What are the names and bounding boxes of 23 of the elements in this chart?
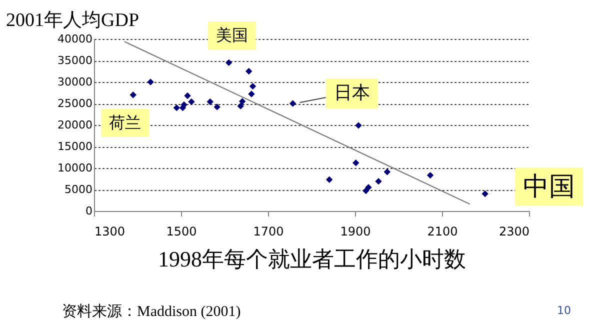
x-tick-label: 1500 [166,224,197,238]
x-tick-label: 2100 [427,224,458,238]
text: 10 [557,304,571,317]
y-tick-label: 0 [86,204,92,218]
y-tick-label: 40000 [58,32,92,46]
x-axis-title: 1998年每个就业者工作的小时数 [158,246,466,272]
text: 资料来源：Maddison (2001) [62,303,241,320]
y-tick-label: 30000 [58,76,92,88]
annotation: 中国 [523,172,576,202]
x-tick-label: 1900 [340,224,371,238]
y-tick-label: 35000 [58,54,92,67]
y-tick-label: 10000 [58,162,92,174]
x-tick-label: 1300 [94,224,126,238]
annotation: 美国 [216,26,248,45]
annotation: 日本 [334,82,370,104]
y-tick-label: 25000 [58,97,92,110]
x-tick-label: 2300 [498,224,530,238]
annotation: 荷兰 [109,112,142,132]
y-tick-label: 15000 [58,140,92,153]
y-tick-label: 20000 [58,118,92,132]
x-tick-label: 1700 [253,224,284,238]
chart-title: 2001年人均GDP [6,10,140,31]
y-tick-label: 5000 [64,183,92,196]
